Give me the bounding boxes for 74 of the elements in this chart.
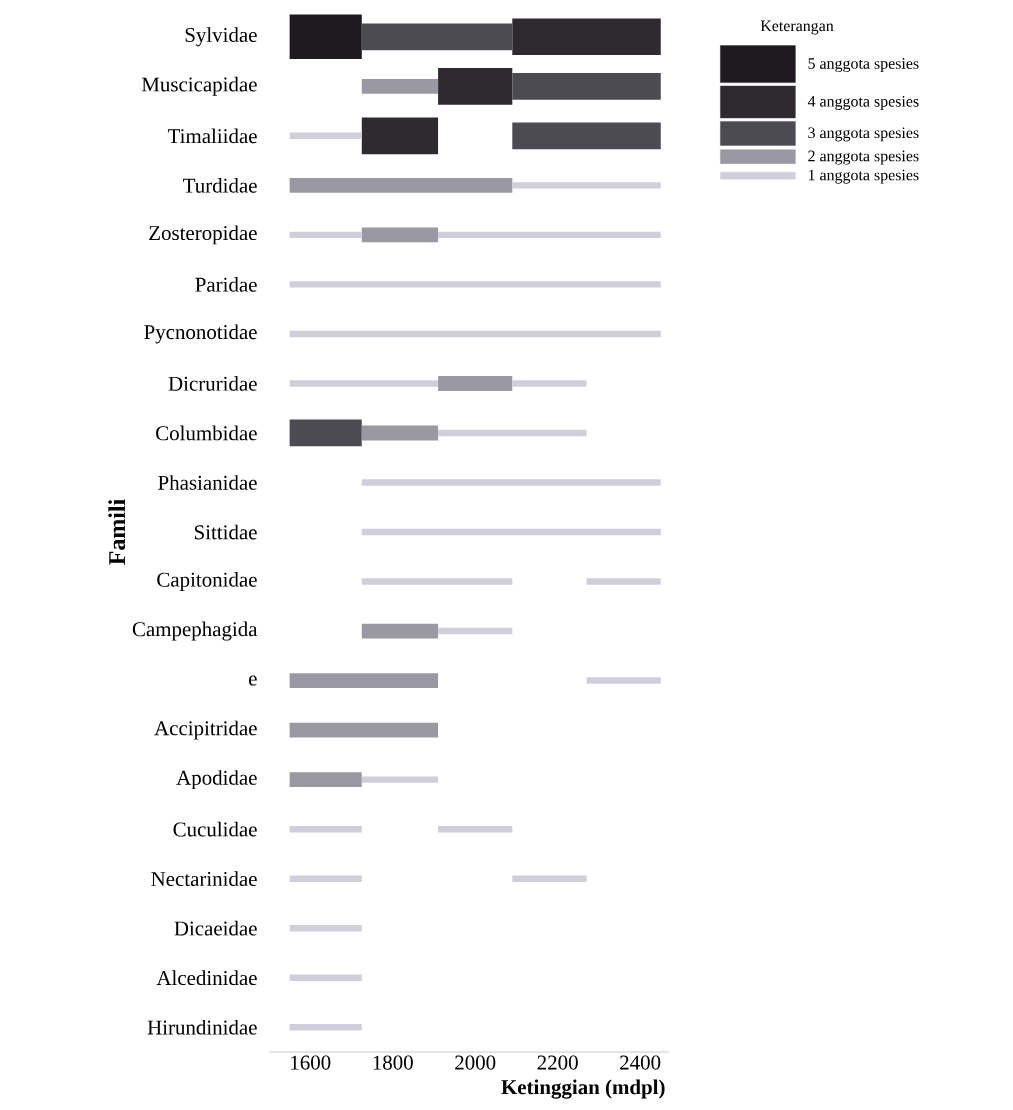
y-tick-label: Dicaeidae (174, 920, 257, 936)
bar (512, 72, 661, 100)
y-tick-label: Sittidae (194, 524, 257, 540)
bar (361, 479, 661, 486)
x-tick-label: 1600 (291, 1055, 331, 1070)
bar (289, 825, 362, 833)
y-tick-label: Hirundinidae (147, 1019, 257, 1035)
bar (512, 875, 587, 882)
y-tick-label: Dicruridae (168, 376, 257, 391)
bar (289, 924, 362, 932)
legend-label: 4 anggota spesies (807, 95, 919, 110)
y-tick-label: Capitonidae (157, 572, 257, 592)
bar (438, 429, 587, 437)
y-tick-label: Paridae (195, 277, 257, 292)
bar (289, 974, 362, 981)
y-tick-label: Timaliidae (167, 128, 257, 144)
bar (361, 578, 513, 585)
y-tick-label: Pycnonotidae (144, 324, 257, 344)
x-tick-label: 1800 (373, 1055, 413, 1070)
y-tick-label: Cuculidae (173, 821, 257, 837)
bar (361, 78, 439, 94)
legend-label: 1 anggota spesies (808, 169, 919, 184)
x-tick-label: 2000 (455, 1055, 496, 1070)
y-tick-label: Alcedinidae (156, 970, 257, 986)
bar (438, 376, 513, 391)
bar (361, 23, 513, 51)
legend-label: 2 anggota spesies (808, 150, 919, 165)
bar (438, 825, 513, 833)
bar (361, 425, 439, 441)
legend-label: 3 anggota spesies (808, 127, 919, 142)
y-tick-label: Muscicapidae (141, 76, 257, 96)
bar (289, 132, 362, 140)
y-tick-label: e (249, 675, 257, 686)
y-tick-label: Nectarinidae (151, 871, 257, 887)
bar (289, 281, 661, 288)
y-tick-label: Accipitridae (154, 720, 257, 740)
y-tick-label: Zosteropidae (149, 225, 257, 245)
bar (512, 122, 661, 150)
x-axis-title: Ketinggian (mdpl) (501, 1079, 665, 1099)
y-tick-label: Apodidae (176, 770, 257, 790)
bar (361, 528, 661, 536)
bar (289, 1024, 362, 1031)
legend-title: Keterangan (760, 20, 834, 35)
bar (289, 231, 362, 239)
bar (289, 330, 661, 338)
y-tick-label: Sylvidae (185, 27, 257, 47)
bar (586, 578, 661, 585)
bar (289, 14, 362, 60)
bar (289, 673, 439, 689)
y-tick-label: Columbidae (156, 425, 257, 441)
bar (361, 776, 439, 783)
bar (438, 231, 661, 239)
bar (438, 67, 513, 105)
bar (289, 875, 362, 882)
y-axis-title: Famili (108, 499, 126, 565)
bar (289, 419, 362, 447)
y-tick-label: Phasianidae (158, 475, 257, 490)
bar (361, 117, 439, 155)
bar (438, 627, 513, 635)
bar (289, 380, 439, 387)
bar (361, 623, 439, 639)
bar (289, 722, 439, 738)
y-tick-label: Turdidae (183, 177, 257, 193)
x-tick-label: 2400 (620, 1055, 661, 1070)
bar (512, 18, 661, 56)
x-tick-label: 2200 (537, 1055, 578, 1070)
bar (512, 182, 661, 189)
bar (361, 227, 439, 243)
bar (289, 177, 513, 193)
y-tick-label: Campephagida (132, 621, 258, 641)
legend-label: 5 anggota spesies (808, 58, 919, 73)
bar (289, 772, 362, 788)
bar (586, 677, 661, 684)
bar (512, 380, 587, 387)
